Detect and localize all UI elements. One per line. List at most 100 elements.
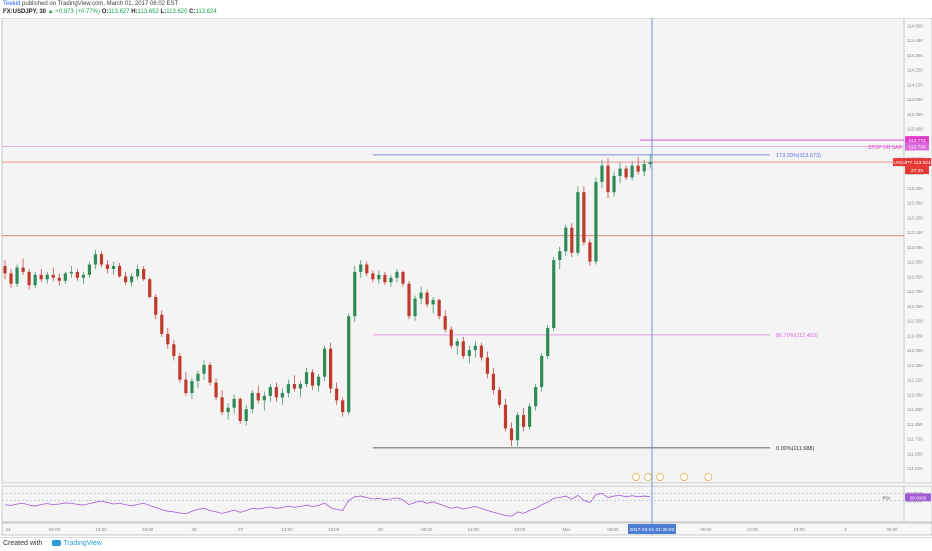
price-label: USDJPY 113.624	[893, 160, 930, 166]
candle-body	[148, 279, 152, 297]
close-value: 113.624	[195, 9, 217, 15]
candle-body	[347, 316, 351, 413]
candle-body	[515, 415, 520, 441]
candle-body	[304, 372, 309, 385]
x-tick-label: 06:00	[886, 527, 898, 532]
candle-body	[491, 373, 496, 390]
y-tick-label: 112.250	[907, 363, 923, 368]
x-tick-label: Mar	[562, 527, 570, 532]
candle-body	[353, 271, 357, 317]
candle-body	[564, 227, 568, 252]
candle-body	[226, 407, 230, 413]
candle-body	[111, 266, 116, 269]
candle-body	[154, 297, 158, 315]
y-tick-label: 111.850	[907, 422, 923, 427]
candle-body	[329, 348, 333, 389]
tradingview-brand[interactable]: TradingView	[63, 540, 102, 547]
candle-body	[93, 254, 98, 265]
y-tick-label: 112.050	[907, 392, 923, 397]
candle-body	[461, 341, 465, 357]
y-tick-label: 114.350	[907, 53, 923, 58]
y-tick-label: 112.350	[907, 348, 923, 353]
candle-body	[365, 264, 369, 274]
x-tick-label: 12:00	[747, 527, 759, 532]
price-label-box	[905, 136, 929, 145]
price-label: 27:39	[911, 168, 923, 174]
candle-body	[172, 344, 176, 357]
candle-body	[594, 181, 598, 262]
y-tick-label: 111.950	[907, 407, 923, 412]
x-tick-label: 06:00	[421, 527, 433, 532]
x-tick-label: 18:00	[328, 527, 340, 532]
candle-body	[105, 264, 110, 269]
candle-body	[648, 162, 652, 165]
candle-body	[540, 356, 544, 388]
candle-body	[455, 341, 459, 346]
candle-body	[21, 267, 25, 272]
candle-body	[178, 356, 182, 380]
rsi-pane	[1, 485, 905, 523]
low-label: L:	[160, 9, 167, 15]
candle-body	[335, 388, 339, 401]
created-with: Created with TradingView	[3, 540, 102, 547]
candle-body	[473, 345, 477, 351]
chart-header: Teekid published on TradingView.com, Mar…	[0, 0, 932, 18]
fib-level-label: 86.70%(112.453)	[776, 333, 818, 339]
candle-body	[99, 254, 104, 265]
rsi-line	[4, 492, 651, 517]
candle-body	[124, 276, 128, 283]
fib-level-label: 0.00%(111.688)	[776, 446, 814, 452]
low-value: 113.620	[166, 9, 188, 15]
x-tick-label: 12:00	[95, 527, 107, 532]
change-value: ▲ +0.873 (+0.77%)	[47, 9, 101, 15]
x-tick-label: 24	[5, 527, 11, 532]
candle-body	[618, 168, 622, 176]
candle-body	[431, 299, 435, 305]
y-tick-label: 114.050	[907, 97, 923, 102]
candle-body	[142, 268, 146, 280]
candle-body	[509, 428, 514, 441]
candle-body	[322, 348, 327, 377]
candle-body	[274, 387, 278, 398]
candle-body	[371, 273, 375, 280]
y-tick-label: 111.550	[907, 466, 923, 471]
x-tick-label: 2	[844, 527, 847, 532]
candle-body	[359, 264, 363, 272]
candle-body	[383, 274, 387, 283]
candle-body	[443, 316, 447, 330]
candle-body	[479, 345, 483, 358]
candle-body	[202, 364, 206, 374]
candle-body	[268, 387, 272, 396]
candle-body	[262, 395, 266, 401]
candle-body	[485, 357, 489, 374]
x-tick-label: 12:00	[282, 527, 294, 532]
y-tick-label: 114.450	[907, 38, 923, 43]
candle-body	[136, 268, 140, 277]
candle-body	[341, 400, 345, 413]
candle-body	[166, 333, 170, 345]
candle-body	[389, 277, 393, 283]
author-link[interactable]: Teekid	[3, 1, 21, 7]
price-label-box	[893, 158, 931, 167]
time-axis	[1, 522, 932, 536]
event-marker	[680, 473, 689, 481]
candle-body	[81, 274, 85, 278]
x-tick-label: 06:00	[700, 527, 712, 532]
event-marker	[704, 473, 713, 481]
candle-body	[377, 274, 381, 280]
y-tick-label: 112.150	[907, 378, 923, 383]
x-tick-label: 25	[192, 527, 198, 532]
candle-body	[636, 165, 640, 172]
candle-body	[558, 251, 562, 261]
candle-body	[57, 277, 61, 281]
candle-body	[75, 271, 79, 278]
candle-body	[425, 292, 429, 305]
candle-body	[232, 398, 236, 408]
y-tick-label: 114.250	[907, 68, 923, 73]
y-tick-label: 111.750	[907, 437, 923, 442]
open-value: 113.627	[108, 9, 130, 15]
candle-body	[521, 415, 526, 427]
candle-body	[588, 242, 592, 262]
y-tick-label: 112.950	[907, 260, 923, 265]
